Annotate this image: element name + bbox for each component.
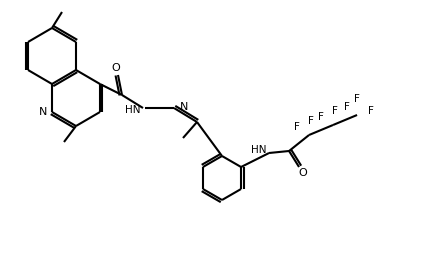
Text: HN: HN <box>125 105 141 115</box>
Text: F: F <box>308 116 314 126</box>
Text: F: F <box>368 106 374 116</box>
Text: N: N <box>180 102 188 112</box>
Text: F: F <box>318 112 324 122</box>
Text: HN: HN <box>250 145 266 155</box>
Text: O: O <box>299 168 307 178</box>
Text: O: O <box>112 63 120 73</box>
Text: F: F <box>344 102 350 112</box>
Text: F: F <box>354 94 360 104</box>
Text: F: F <box>294 122 300 132</box>
Text: N: N <box>39 107 47 117</box>
Text: F: F <box>332 106 338 116</box>
